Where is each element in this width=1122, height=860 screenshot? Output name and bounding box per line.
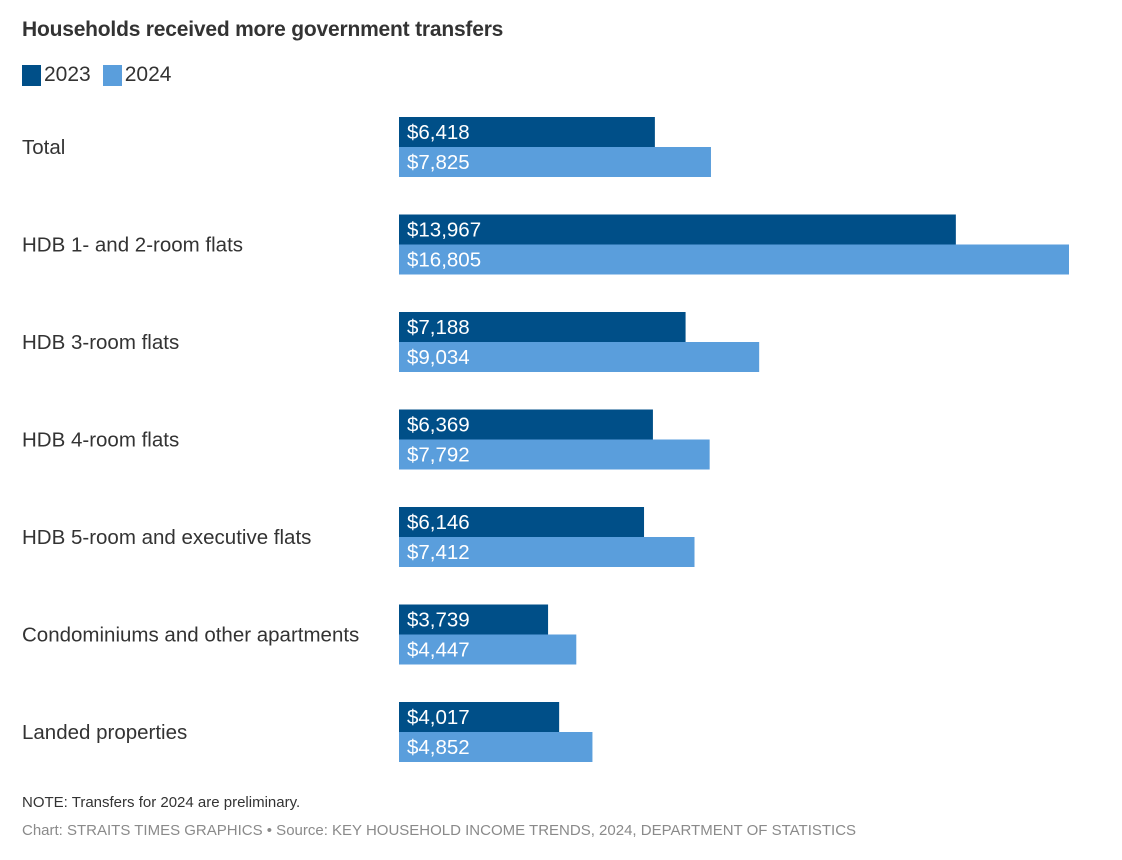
value-label-2024: $16,805 — [407, 249, 481, 272]
value-label-2024: $7,792 — [407, 444, 470, 467]
category-group-hdb-4-room-flats: HDB 4-room flats $6,369 $7,792 — [22, 409, 710, 470]
legend-swatch-2024 — [102, 64, 122, 86]
bar-2024-landed-properties — [399, 732, 593, 762]
bar-2023-condominiums-and-other-apartments — [399, 604, 549, 635]
category-label: HDB 4-room flats — [22, 429, 179, 452]
category-label: Total — [22, 136, 65, 159]
value-label-2023: $7,188 — [407, 316, 470, 339]
chart-title: Households received more government tran… — [22, 18, 504, 41]
category-group-landed-properties: Landed properties $4,017 $4,852 — [22, 702, 593, 762]
category-group-hdb-5-room-and-executive-flats: HDB 5-room and executive flats $6,146 $7,4… — [22, 507, 695, 567]
bar-2024-condominiums-and-other-apartments — [399, 634, 577, 665]
category-label: Landed properties — [22, 721, 187, 744]
bar-2024-total — [399, 147, 711, 177]
category-group-hdb-3-room-flats: HDB 3-room flats $7,188 $9,034 — [22, 312, 760, 372]
category-label: Condominiums and other apartments — [22, 624, 359, 647]
value-label-2024: $7,412 — [407, 541, 470, 564]
category-group-condominiums-and-other-apartments: Condominiums and other apartments $3,739 $… — [22, 604, 577, 665]
chart-source: Chart: STRAITS TIMES GRAPHICS • Source: … — [22, 822, 857, 839]
bar-2024-hdb-1-and-2-room-flats — [399, 244, 1069, 275]
bar-2023-hdb-4-room-flats — [399, 409, 653, 440]
legend-item-2024: 2024 — [102, 63, 172, 87]
bar-2023-total — [399, 117, 655, 147]
legend-label-2024: 2024 — [124, 63, 172, 86]
bar-2023-hdb-1-and-2-room-flats — [399, 214, 956, 245]
bar-2024-hdb-5-room-and-executive-flats — [399, 537, 695, 567]
bar-chart: Total $6,418 $7,825 HDB 1- and 2-room flats… — [22, 117, 1069, 762]
category-label: HDB 3-room flats — [22, 331, 179, 354]
bar-2024-hdb-3-room-flats — [399, 342, 760, 372]
category-group-total: Total $6,418 $7,825 — [22, 117, 711, 177]
value-label-2023: $6,146 — [407, 511, 470, 534]
value-label-2023: $6,369 — [407, 414, 470, 437]
bar-2023-hdb-3-room-flats — [399, 312, 686, 342]
category-group-hdb-1-and-2-room-flats: HDB 1- and 2-room flats $13,967 $16,805 — [22, 214, 1069, 275]
value-label-2023: $3,739 — [407, 609, 470, 632]
value-label-2023: $6,418 — [407, 121, 470, 144]
bar-2023-landed-properties — [399, 702, 560, 732]
value-label-2024: $4,447 — [407, 639, 470, 662]
bar-2023-hdb-5-room-and-executive-flats — [399, 507, 645, 537]
bar-2024-hdb-4-room-flats — [399, 439, 710, 470]
legend-swatch-2023 — [22, 64, 41, 86]
value-label-2023: $4,017 — [407, 706, 470, 729]
category-label: HDB 5-room and executive flats — [22, 526, 311, 549]
value-label-2023: $13,967 — [407, 219, 481, 242]
value-label-2024: $9,034 — [407, 346, 470, 369]
value-label-2024: $7,825 — [407, 151, 470, 174]
value-label-2024: $4,852 — [407, 736, 470, 759]
legend: 2023 2024 — [22, 63, 183, 87]
chart-note: NOTE: Transfers for 2024 are preliminary… — [22, 794, 301, 811]
legend-item-2023: 2023 — [22, 63, 91, 87]
category-label: HDB 1- and 2-room flats — [22, 234, 243, 257]
legend-label-2023: 2023 — [44, 63, 91, 86]
